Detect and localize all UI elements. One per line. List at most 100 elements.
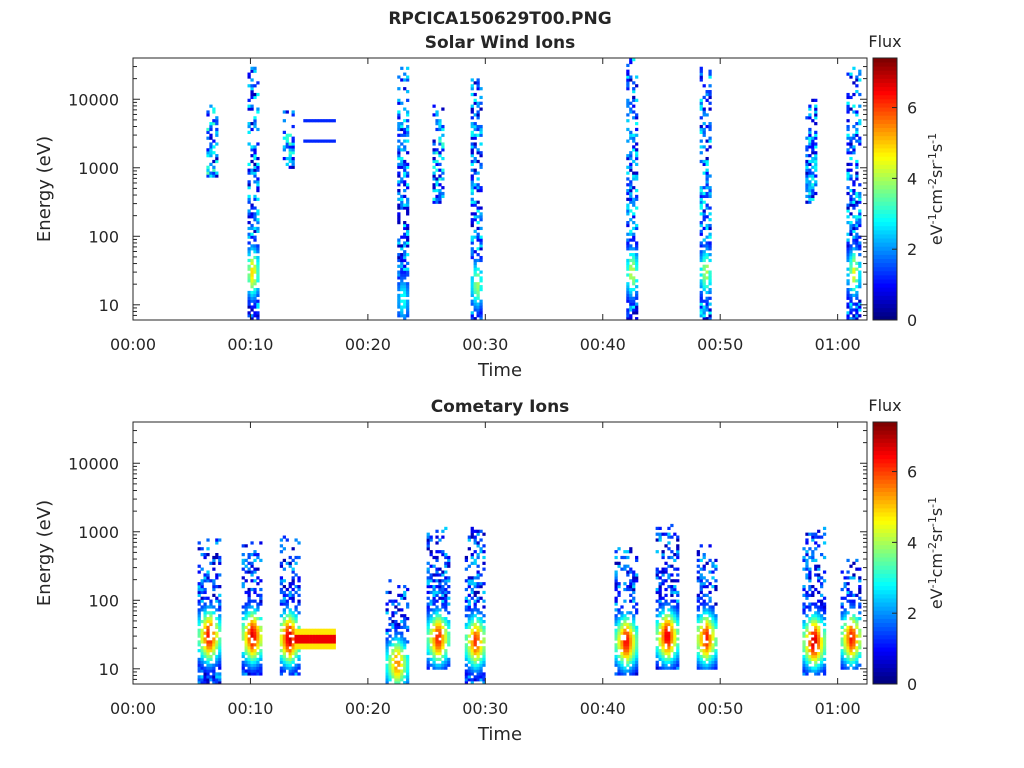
heatmap-cell xyxy=(696,553,700,557)
heatmap-cell xyxy=(329,637,333,641)
heatmap-cell xyxy=(400,631,404,635)
heatmap-cell xyxy=(403,119,407,123)
heatmap-cell xyxy=(253,238,257,242)
heatmap-cell xyxy=(840,570,844,574)
heatmap-cell xyxy=(476,544,480,548)
heatmap-cell xyxy=(397,296,401,300)
heatmap-cell xyxy=(279,561,284,565)
heatmap-cell xyxy=(406,206,410,210)
heatmap-cell xyxy=(250,107,254,111)
heatmap-cell xyxy=(473,124,477,129)
heatmap-cell xyxy=(482,628,486,632)
heatmap-cell xyxy=(858,122,862,126)
heatmap-cell xyxy=(467,634,471,638)
heatmap-cell xyxy=(676,643,680,647)
heatmap-cell xyxy=(476,133,480,137)
heatmap-cell xyxy=(432,663,436,667)
heatmap-cell xyxy=(247,264,251,268)
x-axis-label: Time xyxy=(477,360,522,381)
heatmap-cell xyxy=(617,634,621,638)
heatmap-cell xyxy=(840,587,844,592)
heatmap-cell xyxy=(441,127,445,132)
heatmap-cell xyxy=(629,180,633,184)
heatmap-cell xyxy=(247,124,251,129)
heatmap-cell xyxy=(817,643,821,647)
colorbar-segment xyxy=(873,209,897,214)
heatmap-cell xyxy=(811,177,815,181)
heatmap-cell xyxy=(397,305,401,309)
heatmap-cell xyxy=(705,302,709,306)
colorbar-segment xyxy=(873,544,897,550)
heatmap-cell xyxy=(326,119,331,123)
heatmap-cell xyxy=(432,666,436,670)
heatmap-cell xyxy=(699,232,703,236)
heatmap-cell xyxy=(808,585,812,589)
heatmap-cell xyxy=(852,258,856,263)
heatmap-cell xyxy=(406,162,410,167)
heatmap-cell xyxy=(406,139,410,143)
heatmap-cell xyxy=(635,637,639,641)
heatmap-cell xyxy=(702,110,706,114)
heatmap-cell xyxy=(470,154,474,158)
heatmap-cell xyxy=(808,116,812,120)
heatmap-cell xyxy=(699,191,703,196)
heatmap-cell xyxy=(664,666,668,670)
heatmap-cell xyxy=(291,159,295,164)
heatmap-cell xyxy=(667,646,671,650)
heatmap-cell xyxy=(805,593,809,597)
heatmap-cell xyxy=(852,561,856,565)
heatmap-cell xyxy=(705,174,709,178)
heatmap-cell xyxy=(852,136,856,140)
heatmap-cell xyxy=(817,535,821,539)
heatmap-cell xyxy=(482,625,486,629)
heatmap-cell xyxy=(705,253,709,257)
heatmap-cell xyxy=(817,657,821,662)
heatmap-cell xyxy=(626,285,630,289)
heatmap-cell xyxy=(470,314,474,318)
heatmap-cell xyxy=(447,657,451,662)
heatmap-cell xyxy=(673,666,677,670)
heatmap-cell xyxy=(702,255,706,260)
heatmap-cell xyxy=(312,640,316,644)
heatmap-cell xyxy=(702,553,706,557)
heatmap-cell xyxy=(397,98,401,102)
heatmap-cell xyxy=(432,200,436,204)
heatmap-cell xyxy=(288,151,292,155)
heatmap-cell xyxy=(429,631,433,635)
heatmap-cell xyxy=(476,666,480,670)
heatmap-cell xyxy=(282,660,286,664)
heatmap-cell xyxy=(676,544,680,548)
heatmap-cell xyxy=(805,564,809,568)
heatmap-cell xyxy=(811,148,815,152)
heatmap-cell xyxy=(326,643,331,647)
heatmap-cell xyxy=(708,611,712,615)
heatmap-cell xyxy=(629,296,633,300)
heatmap-cell xyxy=(664,579,668,583)
heatmap-cell xyxy=(300,637,304,641)
heatmap-cell xyxy=(215,154,219,158)
heatmap-cell xyxy=(385,608,389,612)
heatmap-cell xyxy=(403,107,407,111)
heatmap-cell xyxy=(811,602,815,606)
heatmap-cell xyxy=(203,576,207,580)
heatmap-cell xyxy=(432,573,436,577)
heatmap-cell xyxy=(253,290,257,295)
heatmap-cell xyxy=(808,532,812,536)
heatmap-cell xyxy=(247,171,251,175)
heatmap-cell xyxy=(840,651,844,656)
heatmap-cell xyxy=(400,279,404,283)
heatmap-cell xyxy=(629,587,633,592)
heatmap-cell xyxy=(655,573,659,577)
heatmap-cell xyxy=(432,593,436,597)
heatmap-cell xyxy=(388,657,392,662)
heatmap-cell xyxy=(467,564,471,568)
heatmap-cell xyxy=(802,657,806,662)
heatmap-cell xyxy=(247,226,251,231)
heatmap-cell xyxy=(253,660,257,664)
heatmap-cell xyxy=(250,247,254,251)
heatmap-cell xyxy=(626,63,630,68)
heatmap-cell xyxy=(400,156,404,161)
heatmap-cell xyxy=(820,553,824,557)
heatmap-cell xyxy=(250,127,254,132)
colorbar-segment xyxy=(873,626,897,632)
